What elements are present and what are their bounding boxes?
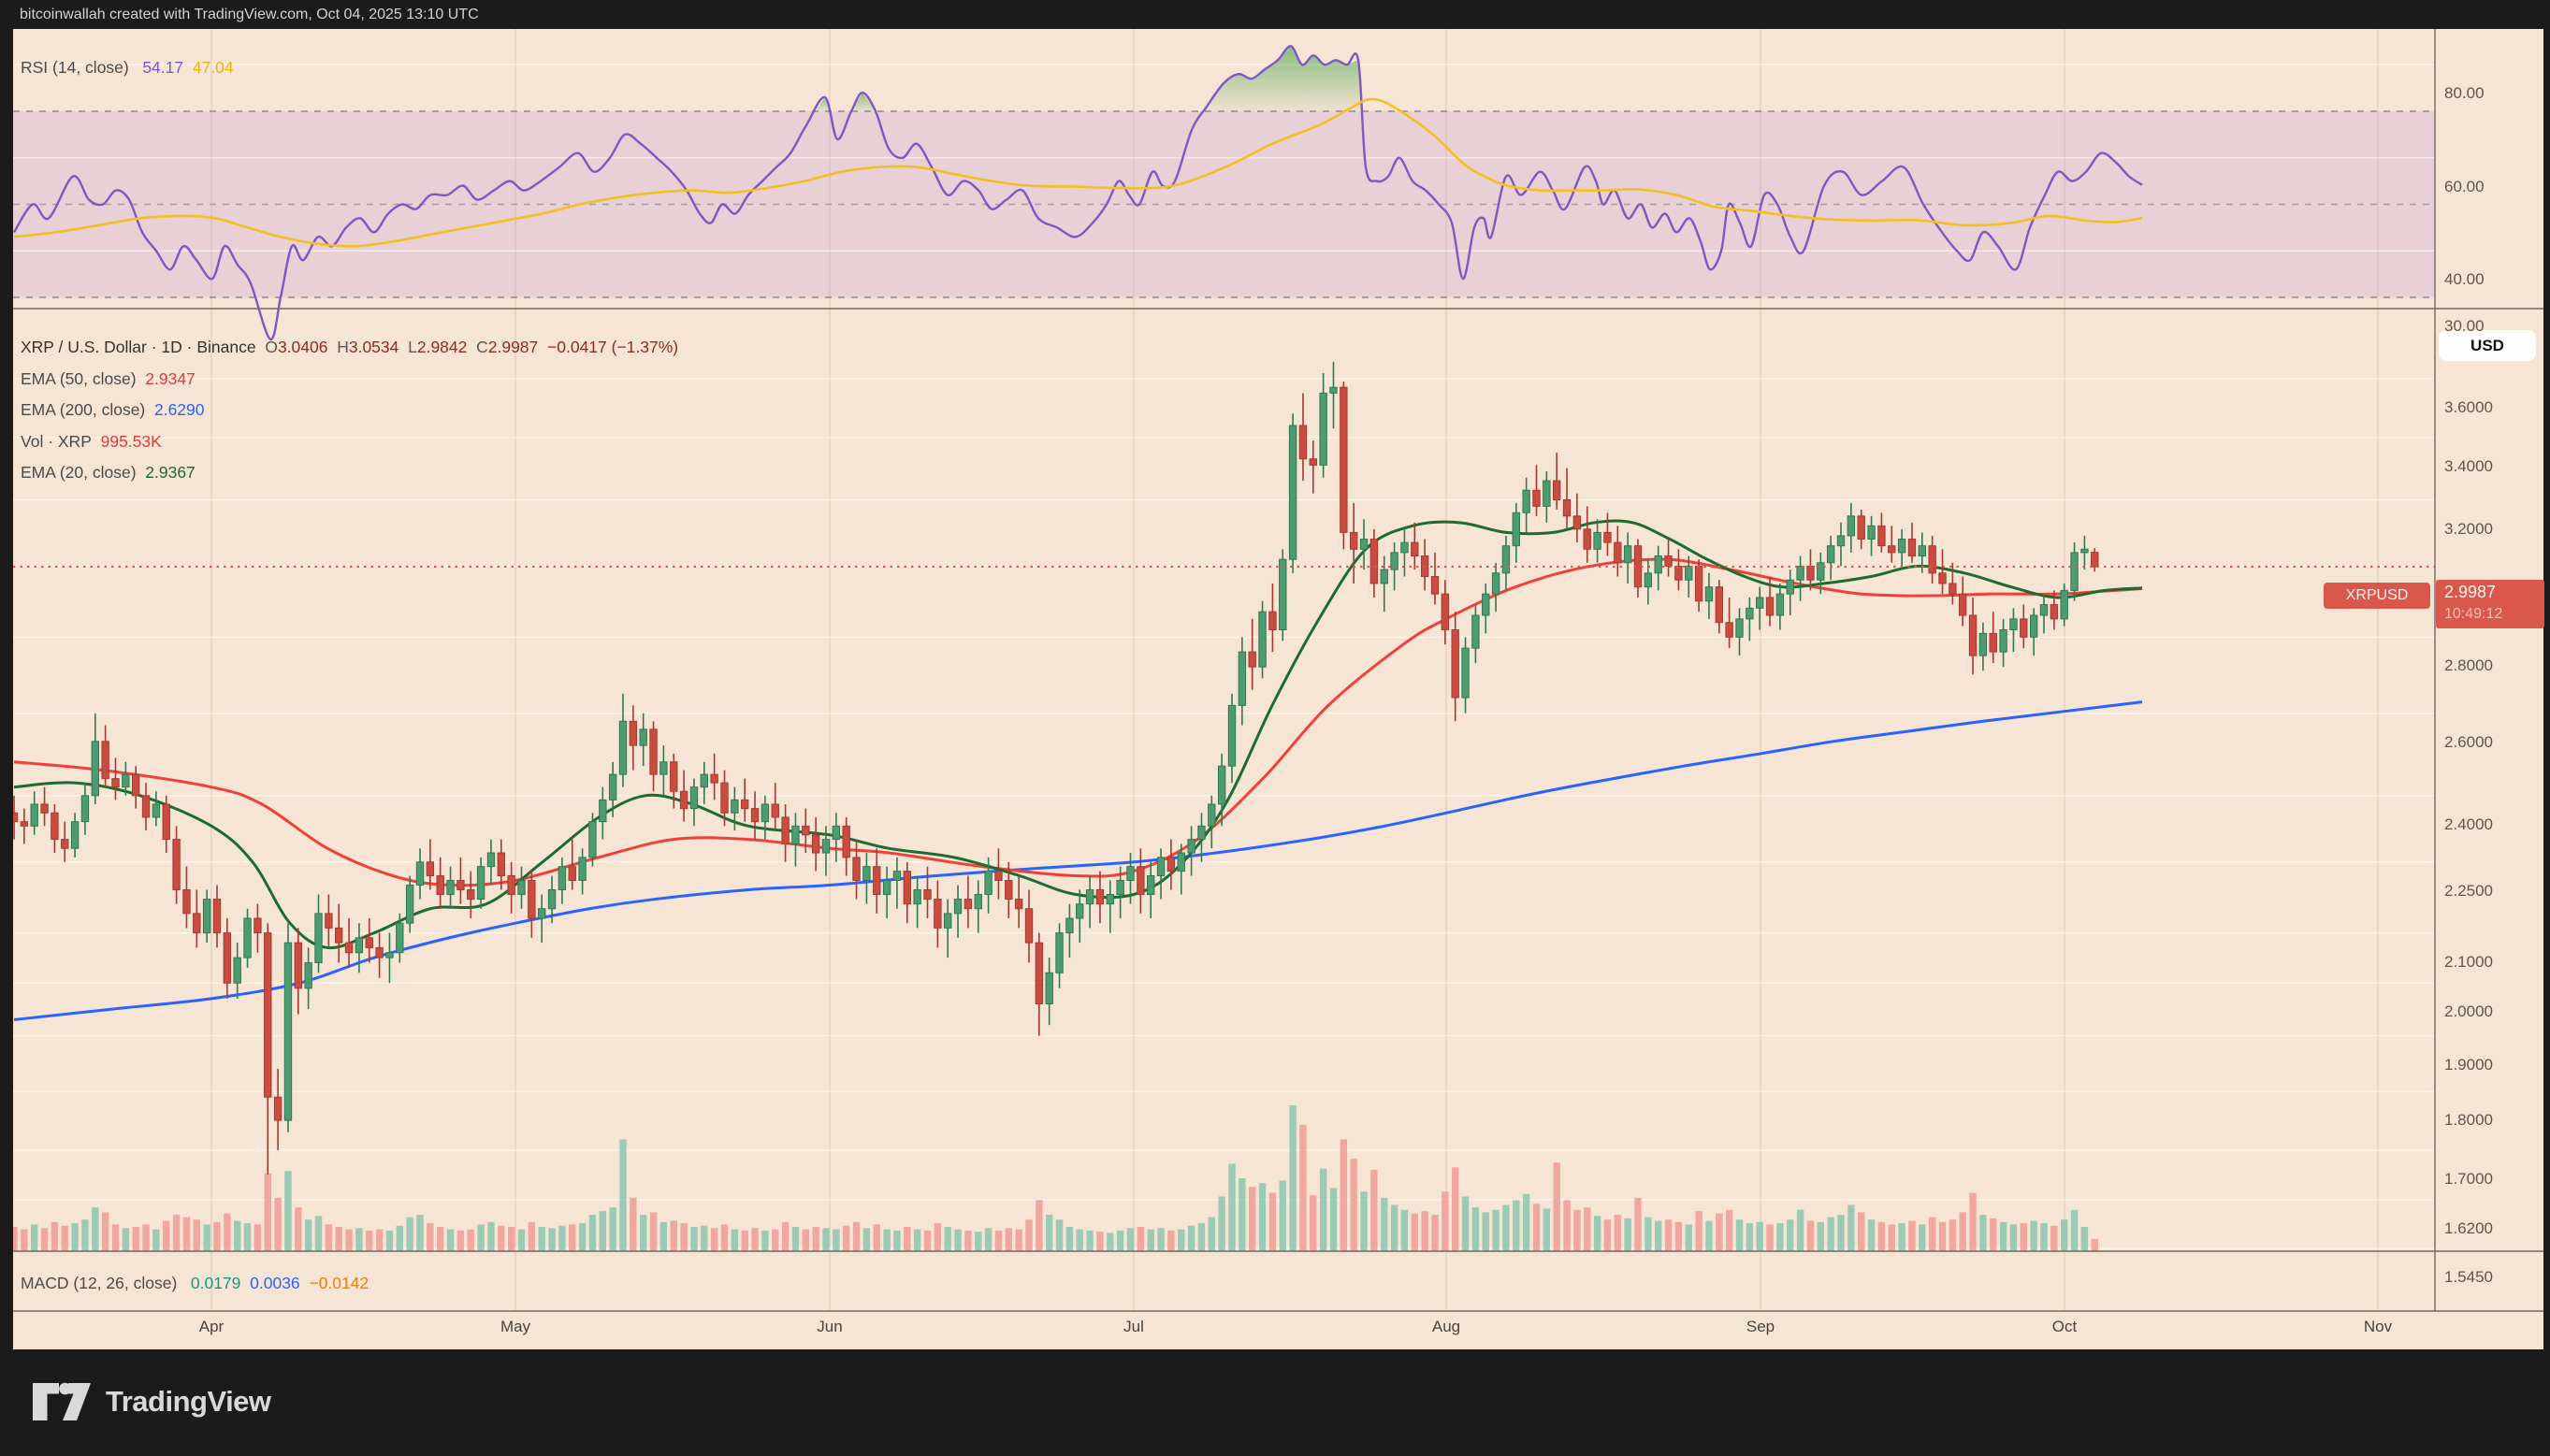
open-label: O xyxy=(265,338,278,356)
footer-bar: TradingView xyxy=(0,1349,2550,1456)
ema50-legend-row[interactable]: EMA (50, close) 2.9347 xyxy=(21,364,678,396)
price-axis-label: 2.6000 xyxy=(2444,732,2493,751)
rsi-legend[interactable]: RSI (14, close) 54.17 47.04 xyxy=(21,58,234,78)
price-axis-label: 3.4000 xyxy=(2444,456,2493,475)
high-label: H xyxy=(337,338,349,356)
rsi-ma-line xyxy=(13,97,2143,248)
low-value: 2.9842 xyxy=(416,338,468,356)
ema200-value: 2.6290 xyxy=(153,400,205,419)
chart-area[interactable]: RSI (14, close) 54.17 47.04 XRP / U.S. D… xyxy=(0,29,2550,1349)
month-label-nov: Nov xyxy=(2363,1318,2393,1335)
close-label: C xyxy=(476,338,488,356)
volume-unit: K xyxy=(151,431,162,451)
tradingview-logo-text: TradingView xyxy=(106,1385,271,1418)
price-axis-label: 2.0000 xyxy=(2444,1002,2493,1021)
tradingview-logo-icon xyxy=(33,1382,91,1420)
volume-value: 995.53 xyxy=(100,431,152,451)
ema50-line xyxy=(13,557,2143,887)
ema50-value: 2.9347 xyxy=(145,368,196,388)
ema200-legend-row[interactable]: EMA (200, close) 2.6290 xyxy=(21,395,678,426)
macd-signal-value: 0.0036 xyxy=(250,1274,300,1292)
macd-legend[interactable]: MACD (12, 26, close) 0.0179 0.0036 −0.01… xyxy=(21,1274,369,1293)
tradingview-logo[interactable]: TradingView xyxy=(31,1381,271,1422)
volume-label: Vol · XRP xyxy=(21,431,92,451)
month-label-jun: Jun xyxy=(817,1318,843,1335)
price-axis-label: 1.8000 xyxy=(2444,1111,2493,1130)
volume-bars xyxy=(13,1105,2098,1251)
rsi-line xyxy=(13,45,2143,340)
month-label-may: May xyxy=(500,1318,531,1335)
symbol-price-pill: XRPUSD xyxy=(2324,582,2430,609)
rsi-axis-label: 30.00 xyxy=(2444,317,2485,335)
price-axis-label: 3.6000 xyxy=(2444,398,2493,416)
month-label-aug: Aug xyxy=(1431,1318,1461,1335)
ema20-legend-row[interactable]: EMA (20, close) 2.9367 xyxy=(21,457,678,489)
symbol-title: XRP / U.S. Dollar · 1D · Binance xyxy=(21,338,256,356)
high-value: 3.0534 xyxy=(348,338,399,356)
attribution-bar: bitcoinwallah created with TradingView.c… xyxy=(0,0,2550,29)
attribution-text: bitcoinwallah created with TradingView.c… xyxy=(20,7,479,22)
ema200-label: EMA (200, close) xyxy=(21,400,146,419)
change-value: −0.0417 (−1.37%) xyxy=(547,338,679,356)
symbol-legend-row[interactable]: XRP / U.S. Dollar · 1D · Binance O3.0406… xyxy=(21,332,678,364)
macd-label: MACD (12, 26, close) xyxy=(21,1274,178,1292)
price-axis-label: 2.4000 xyxy=(2444,814,2493,833)
chart-canvas[interactable] xyxy=(0,29,2550,1349)
ema50-label: EMA (50, close) xyxy=(21,368,137,388)
macd-value: 0.0179 xyxy=(190,1274,241,1292)
main-legend: XRP / U.S. Dollar · 1D · Binance O3.0406… xyxy=(21,332,678,489)
rsi-axis-label: 40.00 xyxy=(2444,270,2485,289)
month-label-apr: Apr xyxy=(198,1318,225,1335)
month-label-jul: Jul xyxy=(1123,1318,1144,1335)
candles xyxy=(13,361,2099,1175)
macd-hist-value: −0.0142 xyxy=(309,1274,369,1292)
price-axis-label: 1.5450 xyxy=(2444,1268,2493,1287)
rsi-axis-label: 80.00 xyxy=(2444,84,2485,103)
price-axis-label: 2.2500 xyxy=(2444,881,2493,900)
last-price-badge: 2.9987 10:49:12 xyxy=(2436,579,2544,628)
rsi-ma-value: 47.04 xyxy=(192,58,234,77)
last-price-value: 2.9987 xyxy=(2444,582,2497,601)
rsi-axis-label: 60.00 xyxy=(2444,177,2485,195)
close-value: 2.9987 xyxy=(487,338,539,356)
bar-countdown: 10:49:12 xyxy=(2444,605,2503,622)
open-value: 3.0406 xyxy=(277,338,328,356)
ema20-line xyxy=(13,519,2143,950)
price-axis-label: 2.8000 xyxy=(2444,656,2493,675)
price-axis-label: 1.6200 xyxy=(2444,1218,2493,1237)
price-axis-label: 1.7000 xyxy=(2444,1169,2493,1188)
price-axis-label: 3.2000 xyxy=(2444,519,2493,538)
rsi-legend-label: RSI (14, close) xyxy=(21,58,129,77)
ema20-value: 2.9367 xyxy=(145,463,196,482)
volume-legend-row[interactable]: Vol · XRP 995.53K xyxy=(21,426,678,458)
vertical-gridlines xyxy=(210,29,2379,1311)
currency-toggle-button[interactable]: USD xyxy=(2439,330,2536,361)
price-axis-label: 1.9000 xyxy=(2444,1055,2493,1074)
month-label-oct: Oct xyxy=(2051,1318,2078,1335)
low-label: L xyxy=(408,338,417,356)
rsi-overbought-fill xyxy=(816,46,1362,111)
price-axis-label: 2.1000 xyxy=(2444,952,2493,971)
rsi-value: 54.17 xyxy=(142,58,184,77)
month-label-sep: Sep xyxy=(1746,1318,1775,1335)
ema20-label: EMA (20, close) xyxy=(21,463,137,482)
